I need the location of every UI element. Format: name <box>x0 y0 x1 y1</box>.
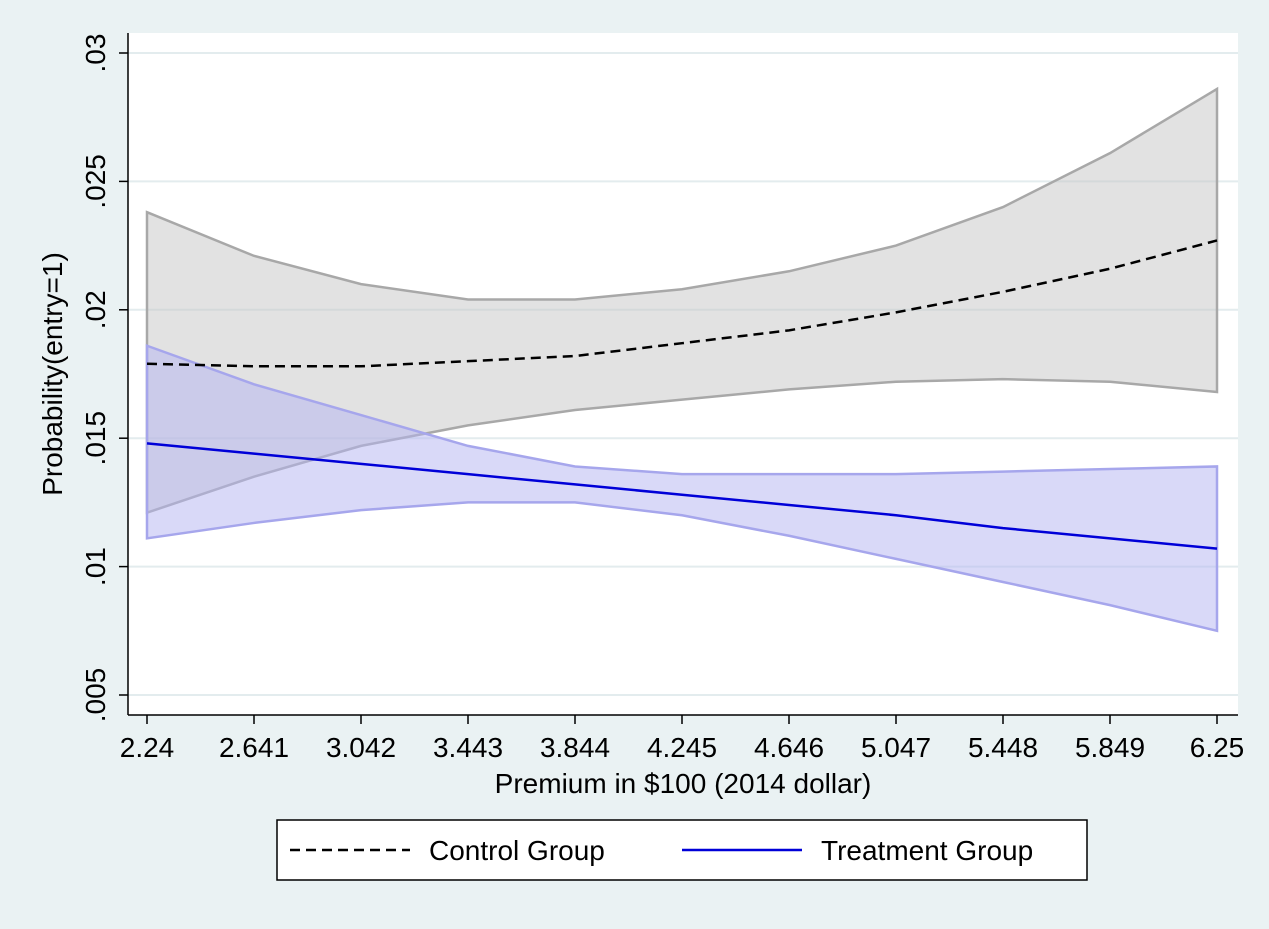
x-tick-label: 5.849 <box>1075 732 1145 763</box>
y-tick-label: .025 <box>80 154 111 209</box>
series-line-treatment-group <box>146 442 1218 550</box>
x-tick-label: 3.042 <box>326 732 396 763</box>
y-axis-title: Probability(entry=1) <box>37 252 68 496</box>
series-line-control-group <box>146 239 1218 368</box>
x-tick-label: 2.641 <box>219 732 289 763</box>
confidence-bands <box>145 86 1219 633</box>
legend-label-treatment-group: Treatment Group <box>821 835 1033 866</box>
legend-label-control-group: Control Group <box>429 835 605 866</box>
confidence-band-control-group <box>145 86 1219 515</box>
y-tick-label: .015 <box>80 411 111 466</box>
x-tick-label: 4.245 <box>647 732 717 763</box>
x-axis-title: Premium in $100 (2014 dollar) <box>495 768 872 799</box>
y-tick-label: .005 <box>80 668 111 723</box>
x-tick-label: 5.047 <box>861 732 931 763</box>
x-tick-label: 5.448 <box>968 732 1038 763</box>
x-tick-label: 4.646 <box>754 732 824 763</box>
y-tick-label: .02 <box>80 290 111 329</box>
y-tick-label: .03 <box>80 34 111 73</box>
x-tick-label: 3.443 <box>433 732 503 763</box>
y-tick-label: .01 <box>80 547 111 586</box>
confidence-band-treatment-group <box>145 343 1219 633</box>
x-tick-label: 6.25 <box>1190 732 1245 763</box>
axes: .005 .01 .015 .02 .025 .03 2.24 2.641 3.042 3.443… <box>80 33 1244 763</box>
legend: Control Group Treatment Group <box>276 819 1088 881</box>
x-tick-label: 2.24 <box>120 732 175 763</box>
x-tick-label: 3.844 <box>540 732 610 763</box>
series-lines <box>146 239 1218 550</box>
